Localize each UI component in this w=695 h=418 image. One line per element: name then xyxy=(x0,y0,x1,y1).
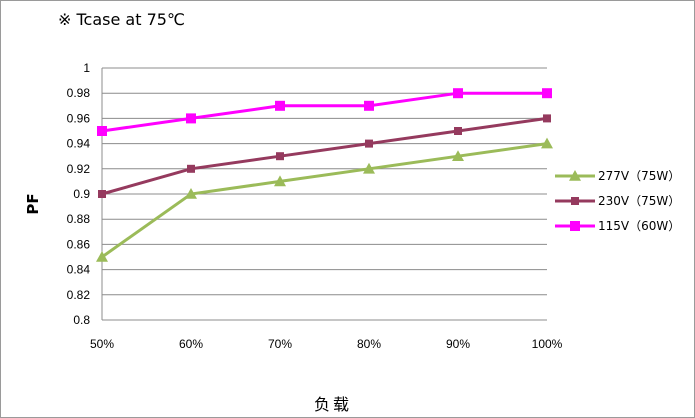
legend-marker xyxy=(569,170,581,181)
data-point xyxy=(275,100,285,111)
data-point xyxy=(97,126,107,136)
data-point xyxy=(541,137,553,149)
legend-marker xyxy=(571,197,579,205)
data-point xyxy=(187,164,195,173)
data-point xyxy=(543,114,551,123)
x-tick-label: 80% xyxy=(357,337,381,351)
y-tick-label: 0.94 xyxy=(67,137,91,151)
x-tick-label: 90% xyxy=(446,337,470,351)
legend-marker xyxy=(570,221,580,231)
y-tick-label: 0.92 xyxy=(67,162,91,176)
data-point xyxy=(542,88,552,99)
y-tick-label: 0.88 xyxy=(67,212,91,226)
y-tick-label: 0.9 xyxy=(73,187,90,201)
x-tick-labels: 50% 60% 70% 80% 90% 100% xyxy=(90,337,563,351)
x-tick-label: 100% xyxy=(532,337,563,351)
data-point xyxy=(363,162,375,174)
x-axis-label: 负载 xyxy=(314,395,352,414)
y-tick-label: 0.98 xyxy=(67,86,91,100)
data-point xyxy=(365,139,373,148)
data-point xyxy=(274,175,286,187)
legend-label: 115V（60W） xyxy=(598,219,680,233)
y-tick-labels: 1 0.98 0.96 0.94 0.92 0.9 0.88 0.86 0.84 0.82 0.8 xyxy=(67,61,91,327)
legend: 277V（75W） 230V（75W） 115V（60W） xyxy=(555,169,680,233)
x-tick-label: 70% xyxy=(268,337,292,351)
series-group xyxy=(96,88,553,262)
y-tick-label: 0.86 xyxy=(67,237,91,251)
data-point xyxy=(185,188,197,199)
y-tick-label: 0.84 xyxy=(67,263,91,277)
y-tick-label: 0.96 xyxy=(67,111,91,125)
x-tick-label: 50% xyxy=(90,337,114,351)
data-point xyxy=(186,113,196,124)
y-tick-label: 0.8 xyxy=(73,313,90,327)
data-point xyxy=(453,88,463,99)
series-line xyxy=(101,91,547,133)
data-point xyxy=(364,100,374,111)
legend-label: 277V（75W） xyxy=(598,169,680,183)
legend-label: 230V（75W） xyxy=(598,194,680,208)
data-point xyxy=(454,127,462,135)
x-tick-label: 60% xyxy=(179,337,203,351)
series-line xyxy=(101,116,548,196)
data-point xyxy=(98,190,106,198)
y-axis-label: PF xyxy=(24,193,42,214)
y-tick-label: 1 xyxy=(83,61,90,75)
chart-title: ※ Tcase at 75℃ xyxy=(58,10,185,29)
series-line xyxy=(101,142,548,259)
data-point xyxy=(452,150,464,161)
data-point xyxy=(96,251,108,262)
data-point xyxy=(276,152,284,161)
y-tick-label: 0.82 xyxy=(67,288,91,302)
